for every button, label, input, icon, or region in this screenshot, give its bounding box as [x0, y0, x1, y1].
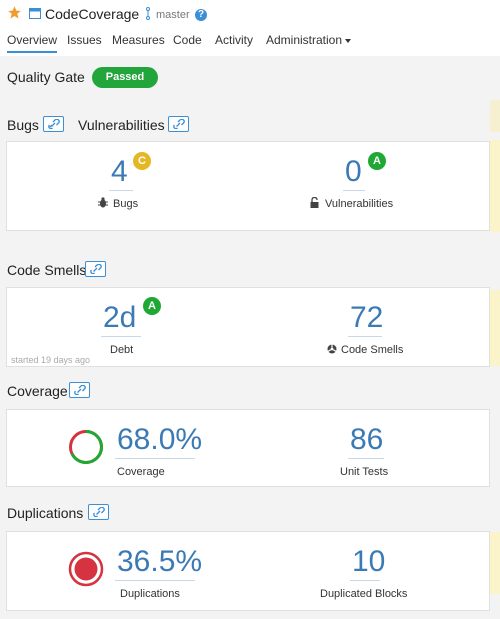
branch-name[interactable]: master — [156, 9, 190, 21]
vulnerabilities-rating-badge[interactable]: A — [368, 152, 386, 170]
link-icon — [90, 264, 102, 274]
tab-administration[interactable]: Administration — [266, 33, 352, 47]
unit-tests-label: Unit Tests — [340, 466, 389, 478]
duplicated-blocks-label: Duplicated Blocks — [320, 588, 408, 600]
underline — [109, 190, 133, 191]
right-strip — [490, 290, 500, 366]
project-icon — [29, 8, 41, 19]
bugs-vulnerabilities-card: 4 C Bugs 0 A Vulnerabilities — [6, 141, 490, 231]
tab-administration-label: Administration — [266, 33, 343, 47]
duplications-bubble-icon[interactable] — [68, 551, 104, 587]
section-title-vulnerabilities: Vulnerabilities — [78, 117, 165, 133]
top-bar: CodeCoverage master ? Overview Issues Me… — [0, 0, 500, 56]
underline — [115, 580, 195, 581]
underline — [343, 190, 365, 191]
code-smells-link-button[interactable] — [85, 261, 106, 277]
section-title-bugs: Bugs — [7, 117, 39, 133]
duplications-link-button[interactable] — [88, 504, 109, 520]
bugs-link-button[interactable] — [43, 116, 64, 132]
started-note: started 19 days ago — [11, 355, 91, 365]
chevron-down-icon — [345, 38, 352, 43]
coverage-value[interactable]: 68.0% — [117, 423, 203, 456]
code-smells-card: 2d A Debt started 19 days ago 72 Code Sm… — [6, 287, 490, 367]
quality-gate-status-badge: Passed — [92, 67, 158, 88]
project-nav: Overview Issues Measures Code Activity A… — [0, 32, 500, 56]
coverage-card: 68.0% Coverage 86 Unit Tests — [6, 409, 490, 487]
debt-value[interactable]: 2d — [103, 301, 137, 334]
bugs-value[interactable]: 4 — [111, 155, 128, 188]
debt-rating-badge[interactable]: A — [143, 297, 161, 315]
underline — [115, 458, 195, 459]
link-icon — [173, 119, 185, 129]
section-title-code-smells: Code Smells — [7, 262, 87, 278]
help-icon[interactable]: ? — [195, 9, 207, 21]
project-name[interactable]: CodeCoverage — [45, 6, 140, 22]
vulnerabilities-label: Vulnerabilities — [325, 198, 394, 210]
underline — [350, 580, 380, 581]
tab-code[interactable]: Code — [173, 33, 202, 47]
vulnerabilities-value[interactable]: 0 — [345, 155, 362, 188]
vulnerabilities-link-button[interactable] — [168, 116, 189, 132]
duplications-value[interactable]: 36.5% — [117, 545, 203, 578]
right-strip — [490, 140, 500, 232]
underline — [348, 336, 382, 337]
lock-icon — [310, 197, 319, 208]
code-smell-icon — [327, 344, 337, 354]
code-smells-label: Code Smells — [341, 344, 404, 356]
debt-label: Debt — [110, 344, 134, 356]
duplications-card: 36.5% Duplications 10 Duplicated Blocks — [6, 531, 490, 611]
quality-gate-label: Quality Gate — [7, 69, 85, 85]
tab-issues[interactable]: Issues — [67, 33, 102, 47]
unit-tests-value[interactable]: 86 — [350, 423, 384, 456]
bug-icon — [98, 197, 108, 208]
right-strip — [490, 100, 500, 132]
link-icon — [93, 507, 105, 517]
right-strip — [490, 532, 500, 594]
underline — [348, 458, 384, 459]
favorite-star-icon[interactable] — [7, 5, 22, 20]
code-smells-value[interactable]: 72 — [350, 301, 384, 334]
bugs-rating-badge[interactable]: C — [133, 152, 151, 170]
tab-overview[interactable]: Overview — [7, 33, 58, 53]
underline — [101, 336, 141, 337]
branch-icon — [146, 7, 150, 20]
link-icon — [74, 385, 86, 395]
coverage-link-button[interactable] — [69, 382, 90, 398]
coverage-label: Coverage — [117, 466, 165, 478]
duplications-label: Duplications — [120, 588, 180, 600]
tab-measures[interactable]: Measures — [112, 33, 165, 47]
tab-activity[interactable]: Activity — [215, 33, 254, 47]
link-icon — [48, 119, 60, 129]
section-title-duplications: Duplications — [7, 505, 84, 521]
bugs-label: Bugs — [113, 198, 139, 210]
coverage-donut-icon[interactable] — [68, 429, 104, 465]
section-title-coverage: Coverage — [7, 383, 68, 399]
duplicated-blocks-value[interactable]: 10 — [352, 545, 386, 578]
